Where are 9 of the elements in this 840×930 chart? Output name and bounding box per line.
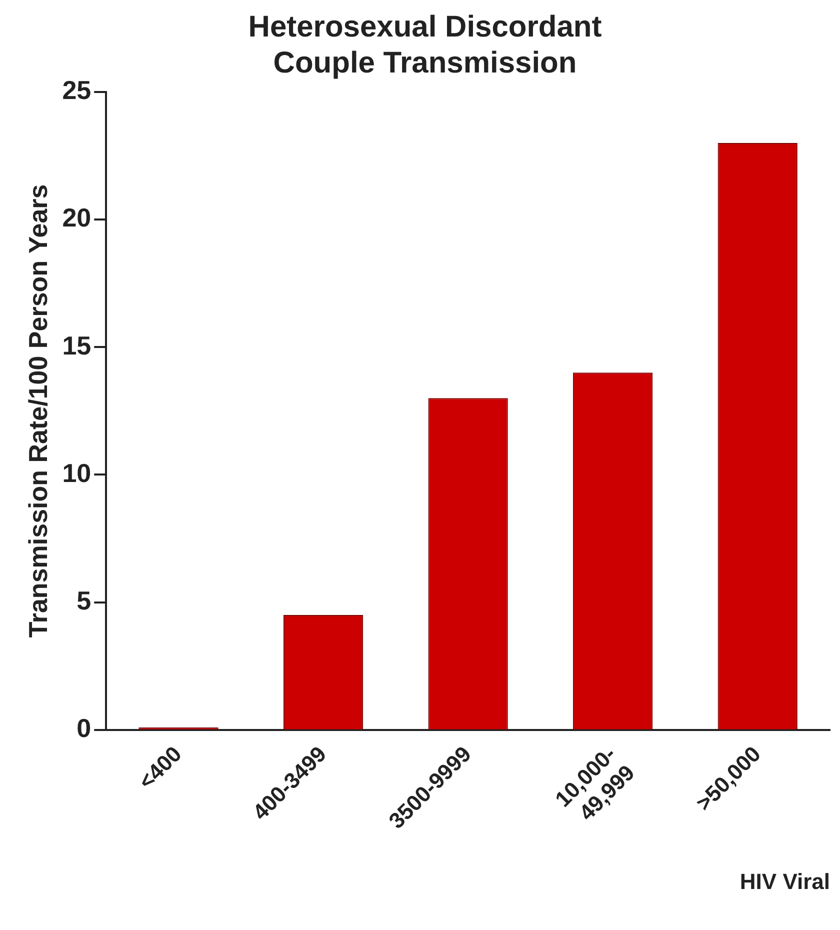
y-tick-label: 10	[62, 458, 92, 488]
y-axis-title: Transmission Rate/100 Person Years	[22, 184, 53, 638]
x-axis-title: HIV Viral	[740, 868, 830, 894]
chart-title: Heterosexual Discordant Couple Transmission	[248, 10, 602, 80]
y-tick-label: 0	[76, 713, 92, 744]
y-tick-label: 15	[62, 330, 92, 360]
y-tick-label: 5	[76, 585, 92, 616]
y-tick-label: 25	[62, 75, 92, 106]
y-tick-label: 20	[62, 202, 92, 233]
